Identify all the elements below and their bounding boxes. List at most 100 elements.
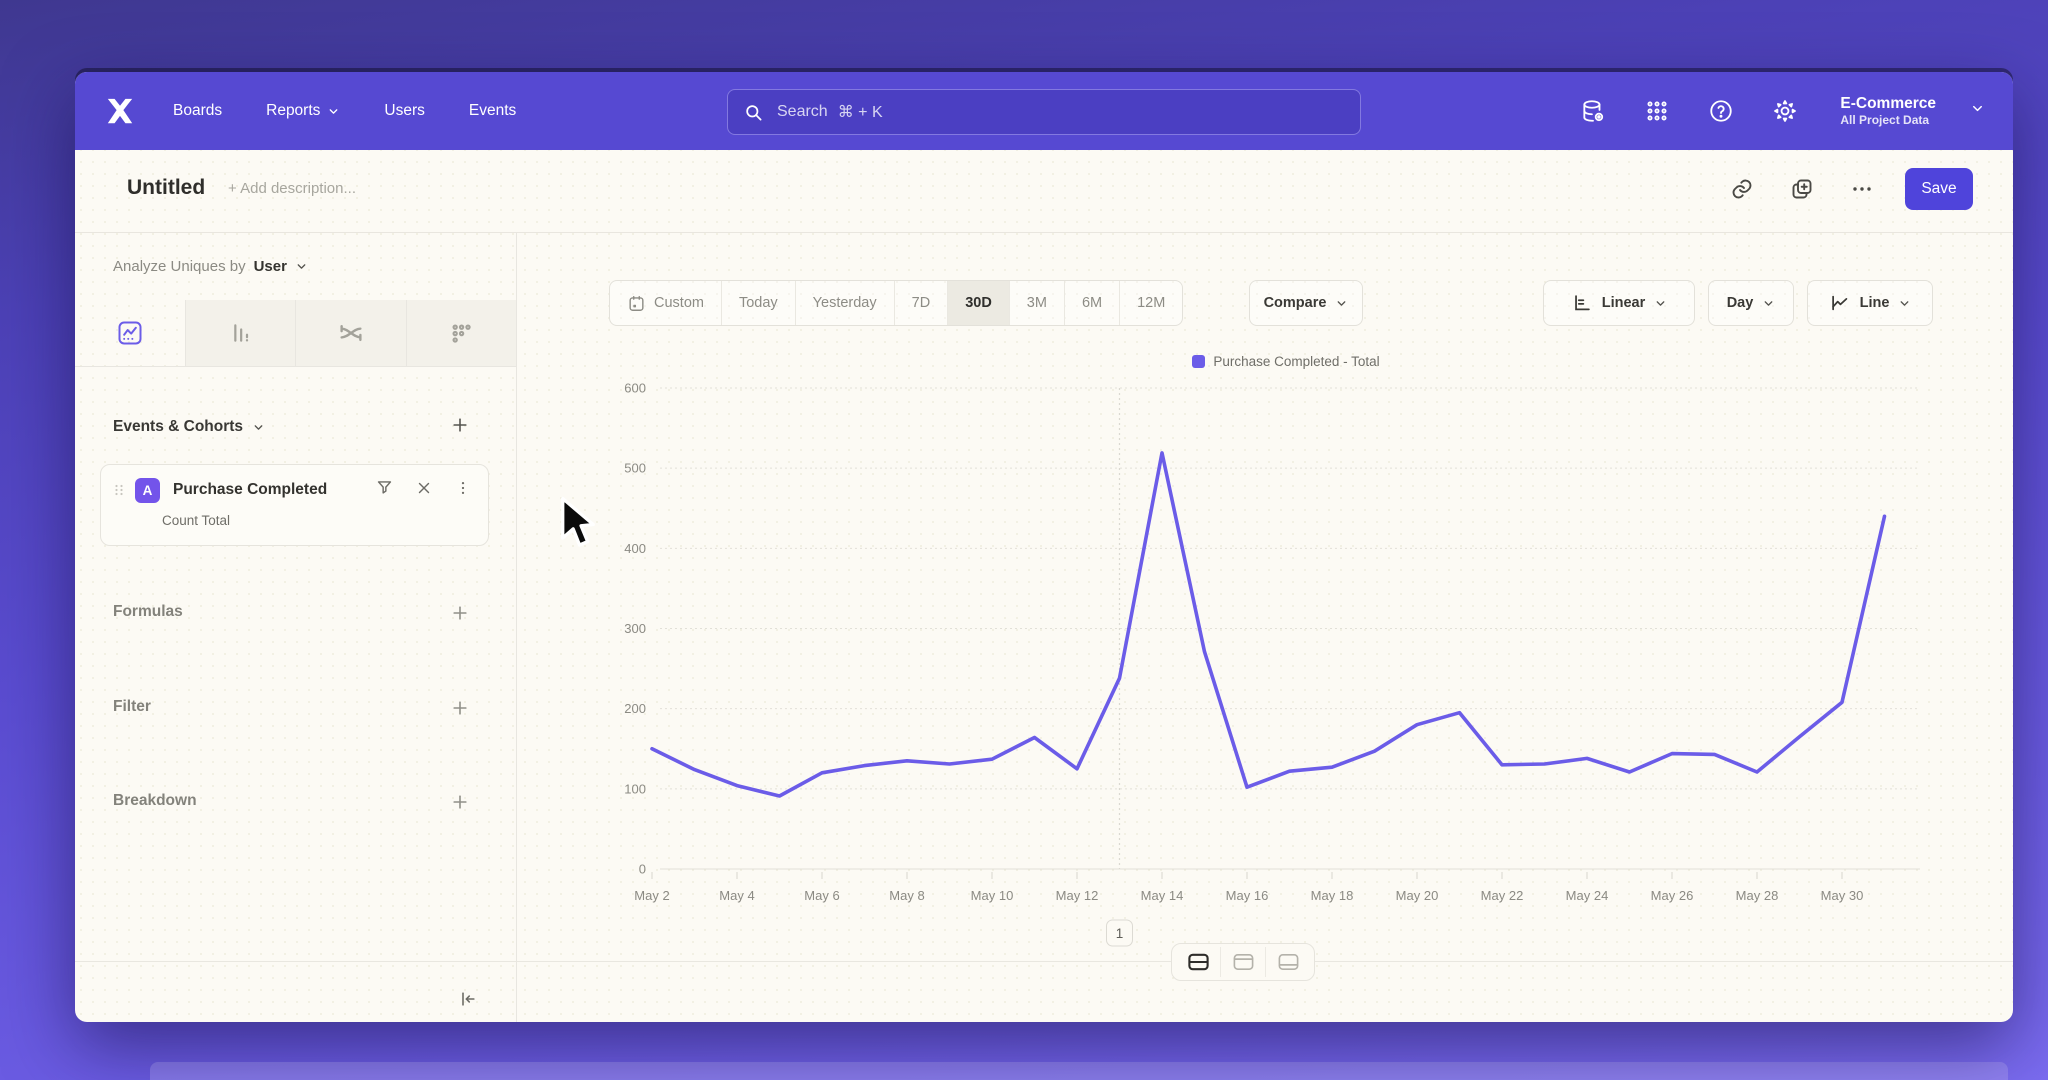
chart-toolbar: Custom Today Yesterday 7D 30D 3M 6M 12M Compare… (516, 280, 2013, 326)
search-shortcut: ⌘ + K (837, 104, 883, 121)
range-custom[interactable]: Custom (610, 281, 721, 325)
legend-item[interactable]: Purchase Completed - Total (1192, 354, 1380, 369)
event-remove-icon[interactable] (415, 479, 433, 502)
nav-item-users[interactable]: Users (384, 102, 424, 120)
analyze-uniques-control[interactable]: Analyze Uniques by User (113, 258, 308, 275)
line-chart-canvas[interactable]: 0 100 200 300 400 500 600 May 2 May 4 May 6 May 8 M… (516, 232, 2013, 972)
event-filter-icon[interactable] (375, 478, 394, 502)
app-window: Boards Reports Users Events Search ⌘ + K (75, 72, 2013, 1022)
x-axis-label-may-22: May 22 (1481, 888, 1524, 903)
project-chevron-down-icon (1970, 101, 1985, 121)
nav-item-reports[interactable]: Reports (266, 102, 340, 120)
add-breakdown-button[interactable] (447, 789, 473, 815)
event-measurement[interactable]: Count Total (162, 513, 231, 528)
report-header: Untitled + Add description... Save (75, 150, 2013, 233)
toggle-split-view[interactable] (1176, 947, 1220, 977)
x-axis-label-may-14: May 14 (1141, 888, 1184, 903)
tab-flows[interactable] (295, 300, 406, 366)
data-management-icon[interactable] (1578, 96, 1608, 126)
nav-item-events[interactable]: Events (469, 102, 516, 120)
report-title[interactable]: Untitled (127, 176, 206, 199)
tab-funnels[interactable] (184, 300, 295, 366)
add-event-button[interactable] (447, 412, 473, 438)
toggle-bottom-panel-view[interactable] (1265, 947, 1310, 977)
range-label: 7D (911, 295, 931, 311)
range-today[interactable]: Today (720, 281, 795, 325)
compare-button[interactable]: Compare (1249, 280, 1363, 326)
settings-gear-icon[interactable] (1770, 96, 1800, 126)
y-axis-label-200: 200 (624, 701, 646, 716)
x-axis-label-may-30: May 30 (1821, 888, 1864, 903)
range-3m[interactable]: 3M (1008, 281, 1064, 325)
nav-item-boards[interactable]: Boards (173, 102, 222, 120)
x-axis-label-may-26: May 26 (1651, 888, 1694, 903)
events-cohorts-header[interactable]: Events & Cohorts (113, 418, 265, 436)
collapse-sidebar-icon[interactable] (453, 984, 483, 1014)
bar-chart-icon (234, 324, 249, 342)
interval-selector[interactable]: Day (1708, 280, 1794, 326)
copy-link-icon[interactable] (1725, 172, 1759, 206)
x-axis-label-may-10: May 10 (971, 888, 1014, 903)
nav-menu: Boards Reports Users Events (173, 102, 516, 120)
y-axis-label-600: 600 (624, 381, 646, 396)
mixpanel-logo[interactable] (105, 97, 135, 125)
toggle-top-panel-view[interactable] (1220, 947, 1265, 977)
x-axis-label-may-2: May 2 (634, 888, 669, 903)
y-axis-label-100: 100 (624, 781, 646, 796)
chevron-down-icon (1901, 300, 1909, 306)
range-label: 30D (965, 295, 992, 311)
tab-insights[interactable] (75, 300, 185, 367)
search-input[interactable]: Search ⌘ + K (727, 89, 1361, 135)
more-options-icon[interactable] (1845, 172, 1879, 206)
x-axis-label-may-6: May 6 (804, 888, 839, 903)
flows-icon (340, 324, 362, 342)
plus-icon (453, 701, 467, 715)
save-button[interactable]: Save (1905, 168, 1973, 210)
series-line-purchase-completed[interactable] (650, 451, 1887, 798)
scale-label: Linear (1601, 295, 1646, 311)
analyze-prefix-label: Analyze Uniques by (113, 258, 246, 275)
nav-item-label: Boards (173, 102, 223, 119)
chevron-down-icon (330, 108, 338, 114)
scale-selector[interactable]: Linear (1543, 280, 1695, 326)
background-window-edge (150, 1062, 2008, 1080)
annotation-badge[interactable] (1106, 919, 1133, 947)
chart-type-selector[interactable]: Line (1807, 280, 1933, 326)
range-label: 3M (1026, 295, 1047, 311)
range-yesterday[interactable]: Yesterday (794, 281, 894, 325)
x-axis-label-may-16: May 16 (1226, 888, 1269, 903)
range-12m[interactable]: 12M (1119, 281, 1182, 325)
date-range-control: Custom Today Yesterday 7D 30D 3M 6M 12M (609, 280, 1184, 326)
x-axis-label-may-28: May 28 (1736, 888, 1779, 903)
project-switcher[interactable]: E-Commerce All Project Data (1840, 94, 1936, 128)
event-more-icon[interactable] (454, 479, 472, 502)
linear-scale-icon (1574, 295, 1590, 311)
tab-retention[interactable] (405, 300, 516, 366)
y-axis-label-0: 0 (639, 862, 646, 877)
search-placeholder: Search (777, 103, 828, 120)
duplicate-icon[interactable] (1785, 172, 1819, 206)
section-label: Formulas (113, 603, 183, 620)
help-icon[interactable] (1706, 96, 1736, 126)
nav-item-label: Events (468, 102, 517, 119)
legend-swatch (1192, 355, 1206, 368)
add-description-field[interactable]: + Add description... (228, 180, 356, 197)
y-axis-label-500: 500 (624, 461, 646, 476)
event-card-purchase-completed[interactable]: A Purchase Completed Count Total (100, 464, 489, 546)
chart-legend: Purchase Completed - Total (652, 354, 1920, 369)
event-name[interactable]: Purchase Completed (173, 481, 328, 498)
add-filter-button[interactable] (447, 695, 473, 721)
chart-type-label: Line (1859, 295, 1890, 311)
nav-right-cluster: E-Commerce All Project Data (1578, 72, 1985, 150)
range-6m[interactable]: 6M (1063, 281, 1119, 325)
add-formulas-button[interactable] (447, 600, 473, 626)
plus-icon (453, 606, 467, 620)
range-30d[interactable]: 30D (947, 281, 1009, 325)
chevron-down-icon (1764, 300, 1773, 306)
range-label: Yesterday (812, 295, 877, 311)
drag-handle-icon[interactable] (113, 483, 125, 497)
nav-item-label: Reports (266, 102, 321, 119)
chevron-down-icon (1656, 300, 1665, 306)
apps-grid-icon[interactable] (1642, 96, 1672, 126)
range-7d[interactable]: 7D (893, 281, 948, 325)
